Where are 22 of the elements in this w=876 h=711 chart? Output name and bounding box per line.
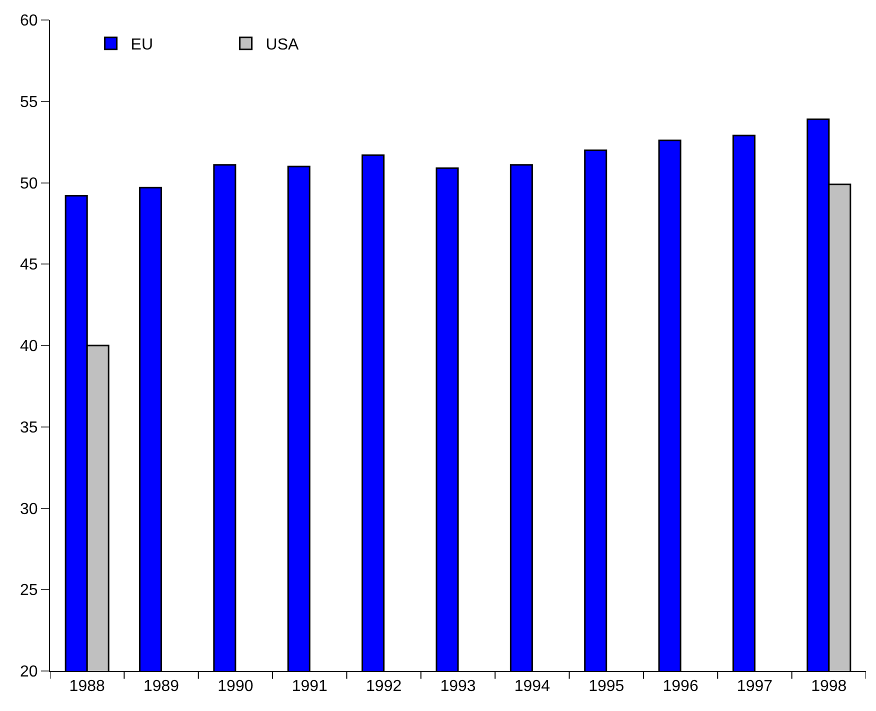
x-tick-label: 1998 bbox=[811, 678, 847, 696]
y-tick-label: 30 bbox=[20, 500, 38, 518]
y-tick-label: 45 bbox=[20, 256, 38, 274]
y-tick-label: 55 bbox=[20, 94, 38, 111]
y-tick-label: 35 bbox=[20, 419, 38, 436]
x-tick-label: 1995 bbox=[588, 678, 624, 696]
y-tick-label: 50 bbox=[20, 175, 38, 192]
x-tick-label: 1994 bbox=[514, 678, 550, 696]
y-tick-label: 20 bbox=[20, 664, 38, 681]
x-tick-label: 1997 bbox=[736, 678, 773, 696]
x-tick-label: 1989 bbox=[143, 678, 180, 696]
y-tick-label: 40 bbox=[20, 338, 38, 356]
x-tick-label: 1991 bbox=[292, 678, 328, 696]
x-tick-label: 1996 bbox=[662, 678, 698, 696]
x-tick-label: 1993 bbox=[440, 678, 476, 696]
y-tick-label: 25 bbox=[20, 582, 38, 600]
legend-label: USA bbox=[266, 36, 300, 54]
x-tick-label: 1988 bbox=[69, 678, 105, 696]
x-tick-label: 1992 bbox=[366, 678, 402, 696]
legend-label: EU bbox=[130, 36, 154, 54]
y-tick-label: 60 bbox=[20, 12, 38, 30]
x-tick-label: 1990 bbox=[218, 678, 254, 696]
